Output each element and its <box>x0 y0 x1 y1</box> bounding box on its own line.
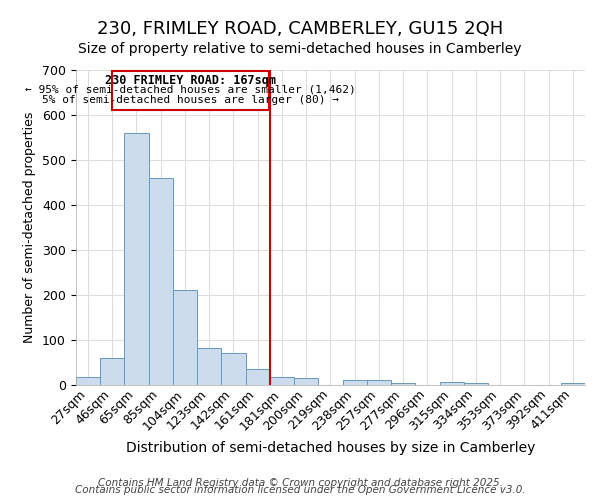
X-axis label: Distribution of semi-detached houses by size in Camberley: Distribution of semi-detached houses by … <box>125 441 535 455</box>
Text: 5% of semi-detached houses are larger (80) →: 5% of semi-detached houses are larger (8… <box>42 94 339 104</box>
Bar <box>76 377 100 385</box>
Bar <box>464 382 488 385</box>
Bar <box>391 382 415 385</box>
Bar <box>112 71 269 110</box>
Bar <box>173 290 197 385</box>
Y-axis label: Number of semi-detached properties: Number of semi-detached properties <box>23 112 37 343</box>
Bar <box>561 382 585 385</box>
Bar <box>221 354 245 385</box>
Bar <box>149 178 173 385</box>
Bar <box>124 133 149 385</box>
Bar <box>439 382 464 385</box>
Text: Contains public sector information licensed under the Open Government Licence v3: Contains public sector information licen… <box>74 485 526 495</box>
Text: ← 95% of semi-detached houses are smaller (1,462): ← 95% of semi-detached houses are smalle… <box>25 84 356 94</box>
Bar <box>197 348 221 385</box>
Text: 230, FRIMLEY ROAD, CAMBERLEY, GU15 2QH: 230, FRIMLEY ROAD, CAMBERLEY, GU15 2QH <box>97 20 503 38</box>
Bar <box>367 380 391 385</box>
Bar <box>100 358 124 385</box>
Text: Contains HM Land Registry data © Crown copyright and database right 2025.: Contains HM Land Registry data © Crown c… <box>98 478 502 488</box>
Bar <box>294 378 318 385</box>
Text: 230 FRIMLEY ROAD: 167sqm: 230 FRIMLEY ROAD: 167sqm <box>105 74 276 86</box>
Bar <box>245 369 270 385</box>
Bar <box>343 380 367 385</box>
Bar <box>270 378 294 385</box>
Text: Size of property relative to semi-detached houses in Camberley: Size of property relative to semi-detach… <box>78 42 522 56</box>
